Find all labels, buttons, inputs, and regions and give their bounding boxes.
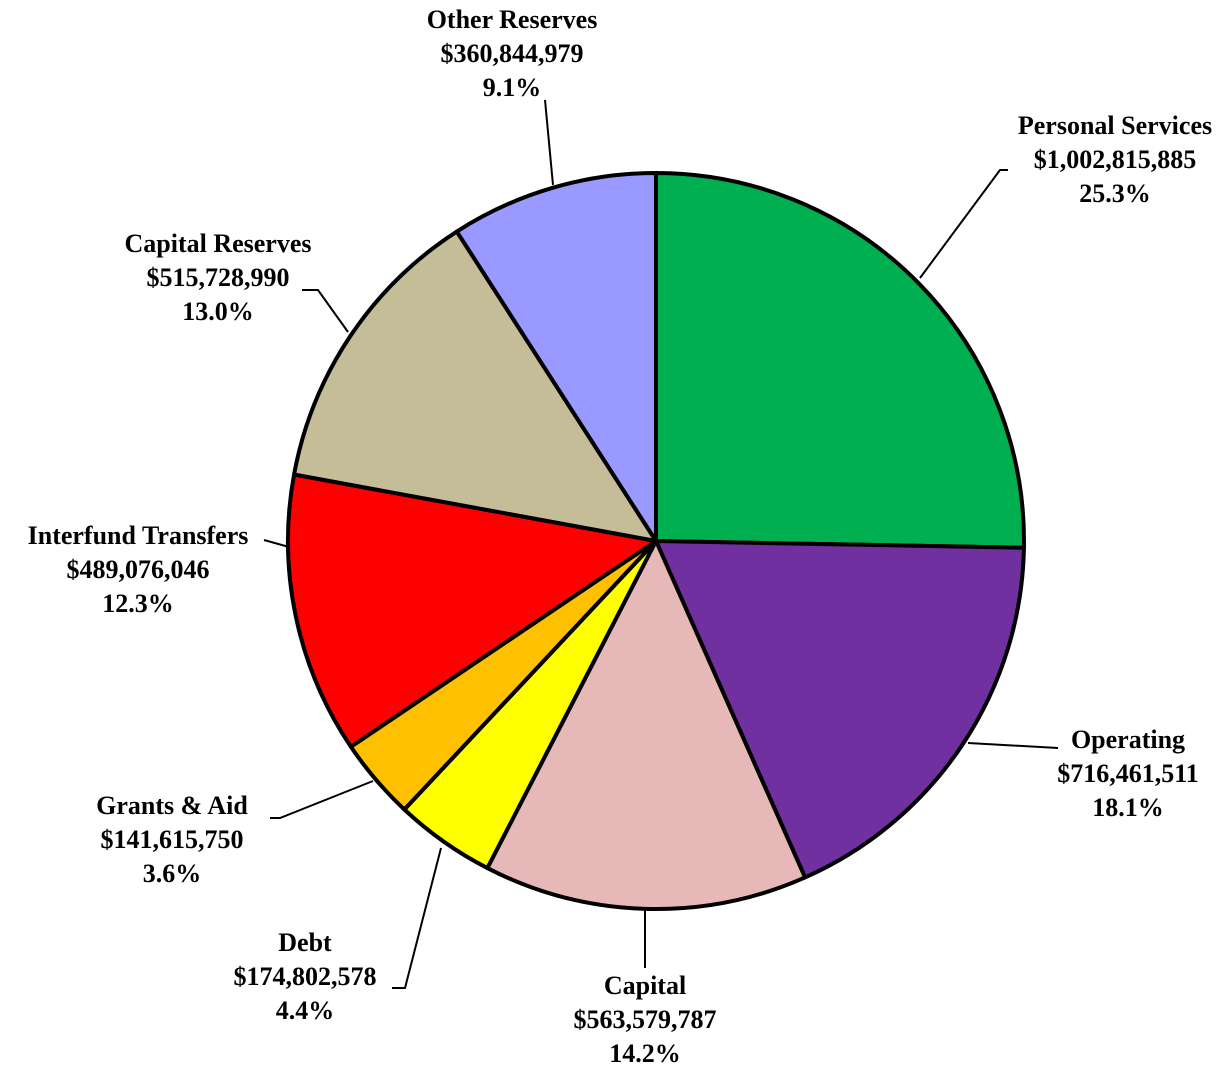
pie-slice <box>292 229 658 543</box>
share-label: 25.3% <box>1079 179 1151 208</box>
leader-line <box>270 780 374 819</box>
leader-line <box>302 289 349 333</box>
share-label: 4.4% <box>276 996 335 1025</box>
share-label: 12.3% <box>102 589 174 618</box>
value-label: $563,579,787 <box>574 1005 717 1034</box>
value-label: $174,802,578 <box>234 962 377 991</box>
leader-line <box>263 539 290 548</box>
slice-label: Capital <box>604 971 686 1000</box>
value-label: $489,076,046 <box>67 555 210 584</box>
leader-line <box>544 99 554 186</box>
slice-label: Debt <box>278 928 332 957</box>
slice-label: Other Reserves <box>427 5 598 34</box>
value-label: $1,002,815,885 <box>1034 145 1197 174</box>
pie-slice <box>654 539 1026 880</box>
slice-label: Capital Reserves <box>124 229 311 258</box>
share-label: 9.1% <box>483 73 542 102</box>
slice-label: Interfund Transfers <box>28 521 249 550</box>
leader-line <box>967 742 1059 749</box>
share-label: 14.2% <box>609 1039 681 1068</box>
share-label: 13.0% <box>182 297 254 326</box>
value-label: $360,844,979 <box>441 39 584 68</box>
slice-label: Grants & Aid <box>96 791 248 820</box>
pie-slice <box>454 171 658 543</box>
value-label: $141,615,750 <box>101 825 244 854</box>
share-label: 3.6% <box>143 859 202 888</box>
leader-line <box>392 847 442 989</box>
value-label: $716,461,511 <box>1057 759 1199 788</box>
pie-slice <box>485 539 808 911</box>
leader-line <box>919 169 1008 279</box>
slice-label: Personal Services <box>1018 111 1212 140</box>
slice-label: Operating <box>1071 725 1185 754</box>
pie-slice <box>286 472 658 749</box>
pie-slice <box>654 171 1026 550</box>
share-label: 18.1% <box>1092 793 1164 822</box>
value-label: $515,728,990 <box>147 263 290 292</box>
